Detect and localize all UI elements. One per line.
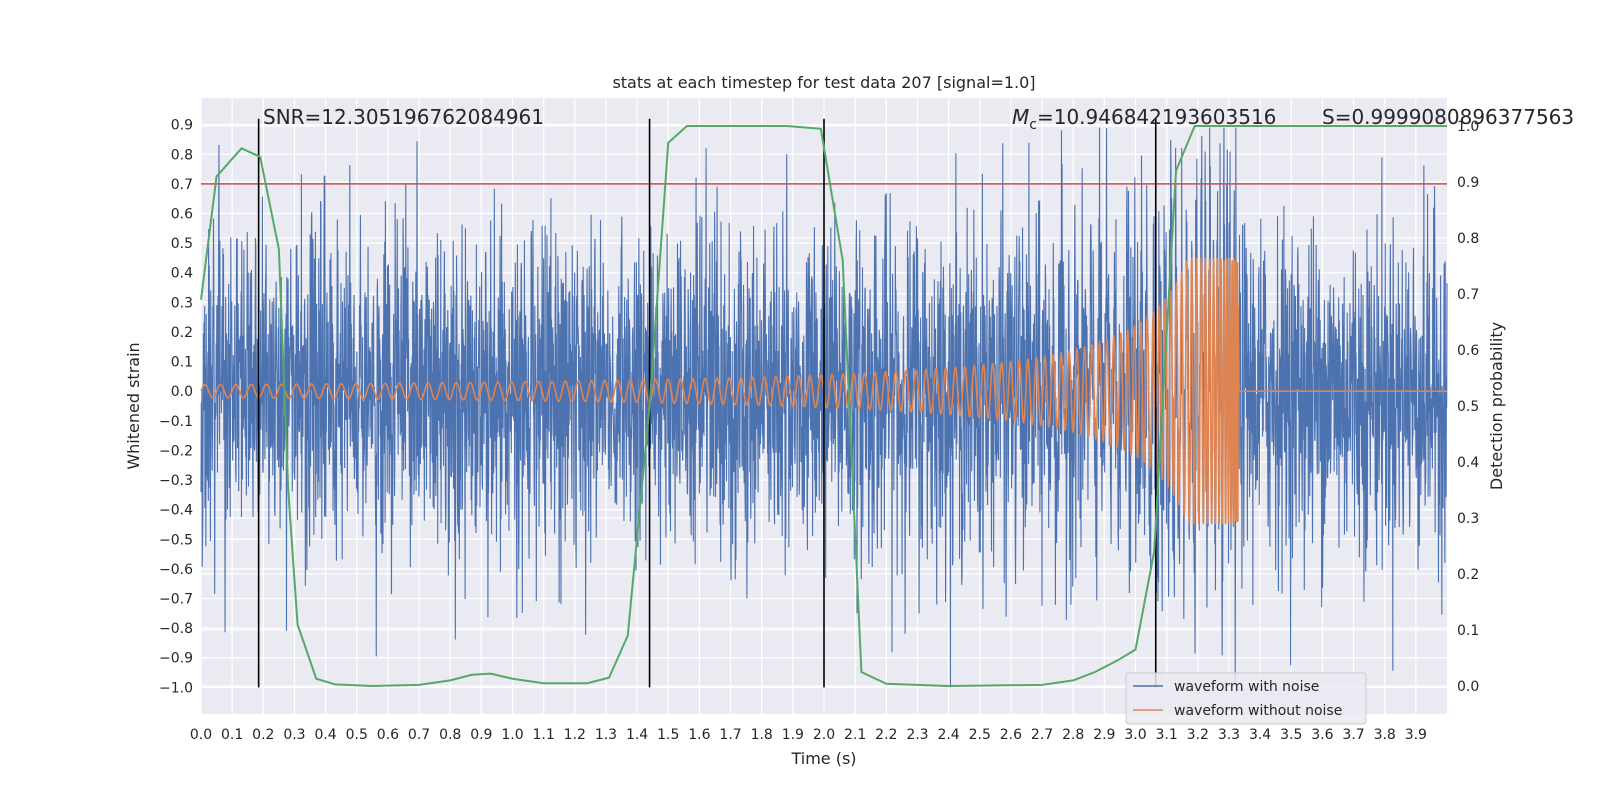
right-axis-label: Detection probability <box>1487 322 1506 490</box>
legend-label-noise: waveform with noise <box>1174 679 1319 695</box>
x-tick-label: 3.8 <box>1374 727 1396 743</box>
right-tick-label: 0.6 <box>1457 343 1479 359</box>
right-tick-label: 0.2 <box>1457 567 1479 583</box>
y-tick-label: 0.1 <box>171 355 193 371</box>
y-axis-label: Whitened strain <box>124 342 143 469</box>
y-tick-label: −0.5 <box>159 532 193 548</box>
y-tick-label: 0.5 <box>171 236 193 252</box>
y-tick-label: −1.0 <box>159 680 193 696</box>
x-tick-label: 2.3 <box>906 727 928 743</box>
x-tick-label: 3.4 <box>1249 727 1271 743</box>
y-tick-label: −0.4 <box>159 503 193 519</box>
x-tick-label: 3.5 <box>1280 727 1302 743</box>
x-tick-label: 1.1 <box>533 727 555 743</box>
y-tick-label: 0.7 <box>171 177 193 193</box>
x-tick-label: 1.6 <box>688 727 710 743</box>
y-tick-label: −0.3 <box>159 473 193 489</box>
x-tick-label: 2.4 <box>937 727 959 743</box>
x-tick-label: 0.2 <box>252 727 274 743</box>
right-tick-label: 0.9 <box>1457 175 1479 191</box>
right-tick-label: 0.7 <box>1457 287 1479 303</box>
y-tick-label: 0.3 <box>171 295 193 311</box>
x-tick-label: 3.9 <box>1405 727 1427 743</box>
y-tick-label: 0.2 <box>171 325 193 341</box>
x-tick-label: 3.6 <box>1311 727 1333 743</box>
y-tick-label: −0.2 <box>159 443 193 459</box>
right-tick-label: 0.5 <box>1457 399 1479 415</box>
y-tick-label: 0.8 <box>171 147 193 163</box>
x-tick-label: 1.0 <box>501 727 523 743</box>
y-tick-label: −0.6 <box>159 562 193 578</box>
x-tick-label: 1.9 <box>782 727 804 743</box>
score-annotation: S=0.9999080896377563 <box>1322 105 1574 129</box>
y-tick-label: 0.0 <box>171 384 193 400</box>
x-tick-label: 1.3 <box>595 727 617 743</box>
x-tick-label: 3.0 <box>1124 727 1146 743</box>
x-tick-label: 1.2 <box>564 727 586 743</box>
right-axis-ticks: 1.0 0.9 0.8 0.7 0.6 0.5 0.4 0.3 0.2 0.1 0.0 <box>1457 119 1479 695</box>
right-tick-label: 0.4 <box>1457 455 1479 471</box>
x-tick-label: 0.8 <box>439 727 461 743</box>
y-tick-label: −0.9 <box>159 651 193 667</box>
x-tick-label: 1.8 <box>751 727 773 743</box>
chirp-mass-value: =10.946842193603516 <box>1037 105 1276 129</box>
y-axis-ticks: 0.9 0.8 0.7 0.6 0.5 0.4 0.3 0.2 0.1 0.0 −0.1 −0.2 −0… <box>159 118 193 697</box>
x-tick-label: 0.6 <box>377 727 399 743</box>
right-tick-label: 0.1 <box>1457 623 1479 639</box>
x-tick-label: 2.8 <box>1062 727 1084 743</box>
x-tick-label: 2.7 <box>1031 727 1053 743</box>
legend-label-clean: waveform without noise <box>1174 703 1342 719</box>
x-tick-label: 0.3 <box>283 727 305 743</box>
x-tick-label: 2.5 <box>969 727 991 743</box>
x-tick-label: 3.2 <box>1187 727 1209 743</box>
y-tick-label: 0.9 <box>171 118 193 134</box>
x-axis-label: Time (s) <box>790 749 856 768</box>
chirp-mass-symbol: M <box>1012 105 1029 129</box>
x-tick-label: 2.2 <box>875 727 897 743</box>
x-tick-label: 1.5 <box>657 727 679 743</box>
y-tick-label: 0.6 <box>171 207 193 223</box>
x-tick-label: 3.1 <box>1156 727 1178 743</box>
probability-line <box>200 125 1447 688</box>
right-tick-label: 1.0 <box>1457 119 1479 135</box>
x-tick-label: 1.7 <box>719 727 741 743</box>
x-tick-label: 1.4 <box>626 727 648 743</box>
legend: waveform with noise waveform without noi… <box>1125 672 1367 725</box>
x-tick-label: 0.5 <box>346 727 368 743</box>
x-tick-label: 2.1 <box>844 727 866 743</box>
x-tick-label: 0.7 <box>408 727 430 743</box>
x-tick-label: 0.4 <box>314 727 336 743</box>
x-tick-label: 2.6 <box>1000 727 1022 743</box>
y-tick-label: −0.7 <box>159 592 193 608</box>
x-tick-label: 2.9 <box>1093 727 1115 743</box>
x-tick-label: 0.0 <box>190 727 212 743</box>
x-axis-ticks: 0.0 0.1 0.2 0.3 0.4 0.5 0.6 0.7 0.8 0.9 1.0 1.1 1.2 1… <box>190 727 1427 743</box>
chirp-mass-annotation: Mc=10.946842193603516 <box>1012 105 1276 133</box>
snr-annotation: SNR=12.305196762084961 <box>263 105 544 129</box>
chart-title: stats at each timestep for test data 207… <box>612 73 1035 92</box>
x-tick-label: 3.3 <box>1218 727 1240 743</box>
x-tick-label: 0.9 <box>470 727 492 743</box>
chirp-mass-subscript: c <box>1029 117 1037 133</box>
right-tick-label: 0.3 <box>1457 511 1479 527</box>
x-tick-label: 0.1 <box>221 727 243 743</box>
series-detection-probability <box>200 125 1447 688</box>
y-tick-label: 0.4 <box>171 266 193 282</box>
legend-box <box>1125 672 1367 725</box>
right-tick-label: 0.0 <box>1457 679 1479 695</box>
x-tick-label: 2.0 <box>813 727 835 743</box>
x-tick-label: 3.7 <box>1342 727 1364 743</box>
right-tick-label: 0.8 <box>1457 231 1479 247</box>
y-tick-label: −0.8 <box>159 621 193 637</box>
y-tick-label: −0.1 <box>159 414 193 430</box>
